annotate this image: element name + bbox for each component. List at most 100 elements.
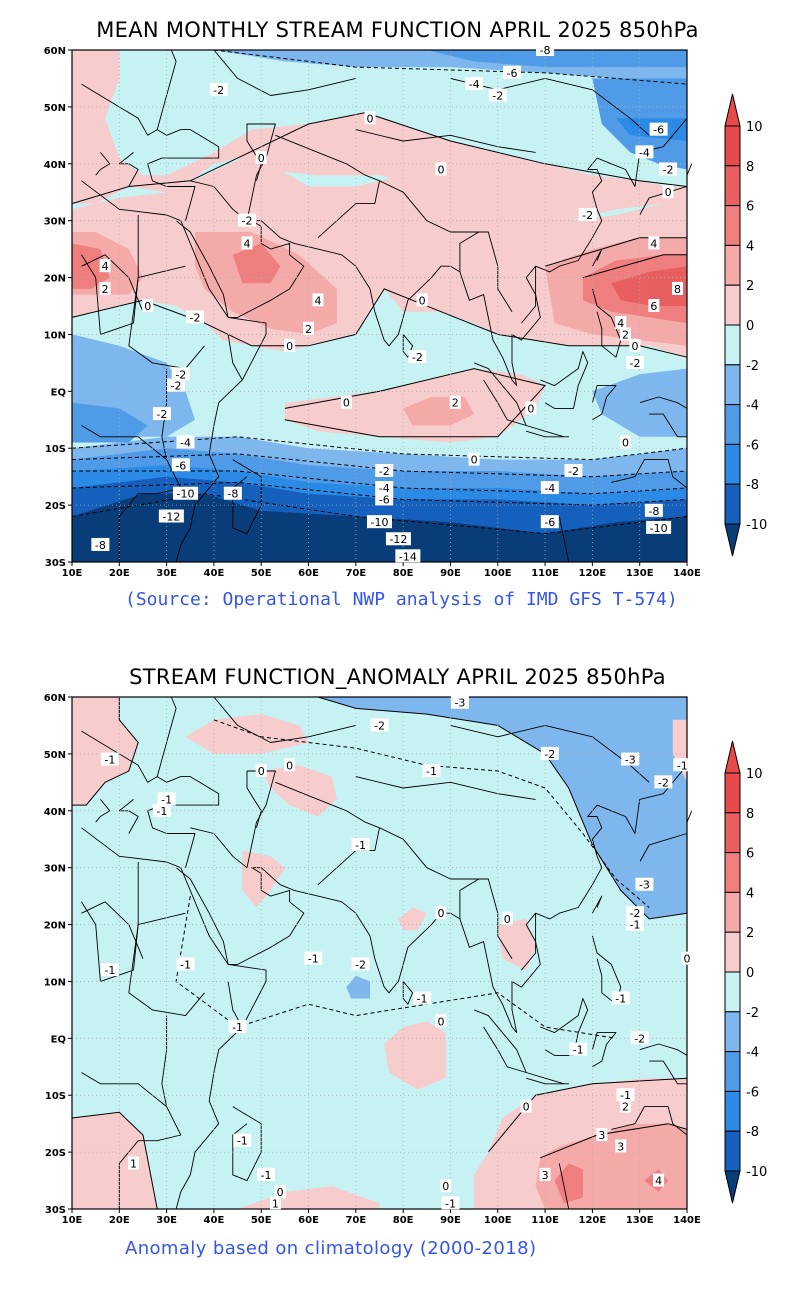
contour-label-bg <box>616 1088 635 1102</box>
contour-label: 0 <box>684 953 691 966</box>
coastline <box>95 152 111 176</box>
contour-label: 0 <box>631 340 638 353</box>
fill-region <box>242 850 285 908</box>
lon-tick-label: 70E <box>345 1215 366 1226</box>
contour-label-bg <box>91 537 110 551</box>
contour-label-bg <box>99 259 111 273</box>
contour-label-bg <box>176 957 195 971</box>
coastline <box>521 266 537 324</box>
contour-label-bg <box>625 355 644 369</box>
contour-label-bg <box>228 1019 247 1033</box>
contour-label-bg <box>416 293 428 307</box>
lon-tick-label: 110E <box>531 568 559 579</box>
contour-label: -3 <box>625 754 636 767</box>
contour-label-bg <box>152 803 171 817</box>
lon-tick-label: 140E <box>673 568 701 579</box>
fill-region <box>72 50 687 232</box>
contour-label: 0 <box>438 163 445 176</box>
contour-label-bg <box>615 1139 627 1153</box>
contour-label-bg <box>157 792 176 806</box>
colorbar-swatch <box>724 852 741 893</box>
contour-label-bg <box>502 65 521 79</box>
contour-label: 4 <box>655 1175 662 1188</box>
contour-label-bg <box>100 752 119 766</box>
colorbar-tick-label: -6 <box>746 1085 759 1100</box>
fill-region <box>72 697 139 806</box>
contour-label: -12 <box>389 533 407 546</box>
contour-label: 0 <box>286 340 293 353</box>
lat-tick-label: 20S <box>45 501 66 512</box>
lon-tick-label: 140E <box>673 1215 701 1226</box>
coastline <box>639 163 693 216</box>
contour-label: -6 <box>653 124 664 137</box>
colorbar-tick-label: 4 <box>746 239 754 254</box>
contour-label-bg <box>648 299 660 312</box>
colorbar-swatch <box>724 772 741 814</box>
contour-label-bg <box>284 758 296 772</box>
contour-label: -2 <box>568 465 579 478</box>
coastline <box>591 288 622 358</box>
contour-label: 0 <box>343 397 350 410</box>
contour-label-bg <box>152 407 171 421</box>
coastline <box>611 1106 688 1136</box>
contour-line <box>544 237 687 267</box>
colorbar-tick-label: -6 <box>746 438 759 453</box>
contour-label: 3 <box>542 1169 549 1182</box>
contour-label-bg <box>367 515 392 529</box>
contour-label-bg <box>171 367 190 381</box>
contour-label-bg <box>99 281 111 295</box>
contour-label: 0 <box>527 402 534 415</box>
panel1-map: 10E 20E 30E 40E 50E 60E 70E 80E 90E 100E 110E 120E 1… <box>44 43 767 579</box>
contour-label-bg <box>340 395 352 409</box>
contour-label: 3 <box>617 1140 624 1153</box>
colorbar-swatch <box>724 165 741 207</box>
contour-label-bg <box>465 77 484 91</box>
contour-label: -1 <box>104 964 115 977</box>
colorbar-tick-label: 6 <box>746 847 754 862</box>
contour-label-bg <box>385 532 411 546</box>
coastline <box>81 83 220 221</box>
contour-label-bg <box>413 991 432 1005</box>
contour-label-bg <box>176 435 195 449</box>
contour-label-bg <box>233 1133 252 1147</box>
coastline <box>473 362 527 426</box>
contour-label: 0 <box>367 112 374 125</box>
contour-label-bg <box>659 162 678 176</box>
contour-label: -1 <box>677 759 688 772</box>
contour-label-bg <box>351 957 370 971</box>
contour-label: -1 <box>161 793 172 806</box>
coastline <box>81 730 220 868</box>
lat-tick-label: EQ <box>51 387 66 398</box>
colorbar-swatch <box>724 1051 741 1092</box>
contour-label: 0 <box>665 186 672 199</box>
colorbar-lower-triangle <box>724 523 741 557</box>
colorbar-swatch <box>724 284 741 326</box>
contour-label-bg <box>238 213 257 227</box>
contour-label-bg <box>630 1031 649 1045</box>
fill-region <box>398 907 427 931</box>
fill-region <box>72 402 148 443</box>
coastline <box>275 781 380 886</box>
colorbar-tick-label: -2 <box>746 1006 759 1021</box>
contour-label-bg <box>621 752 640 766</box>
contour-label: 2 <box>452 397 459 410</box>
contour-label: -4 <box>379 482 390 495</box>
lon-tick-label: 60E <box>298 1215 319 1226</box>
coastline <box>402 981 414 1005</box>
contour-label: -2 <box>629 907 640 920</box>
contour-label: -8 <box>95 539 106 552</box>
coastline <box>591 1032 617 1068</box>
colorbar-swatch <box>724 1130 741 1172</box>
contour-label-bg <box>171 458 190 472</box>
contour-label: -1 <box>615 993 626 1006</box>
contour-label: -1 <box>629 919 640 932</box>
coastline <box>128 912 205 1017</box>
panel2-map: 10E 20E 30E 40E 50E 60E 70E 80E 90E 100E 110E 120E 1… <box>44 693 768 1226</box>
lat-tick-label: 10N <box>44 977 66 988</box>
contour-line <box>71 436 688 461</box>
contour-label-bg <box>370 718 389 732</box>
contour-label-bg <box>395 549 421 563</box>
coastline <box>232 1106 262 1182</box>
coastline <box>118 1015 182 1209</box>
coastline <box>459 231 480 272</box>
